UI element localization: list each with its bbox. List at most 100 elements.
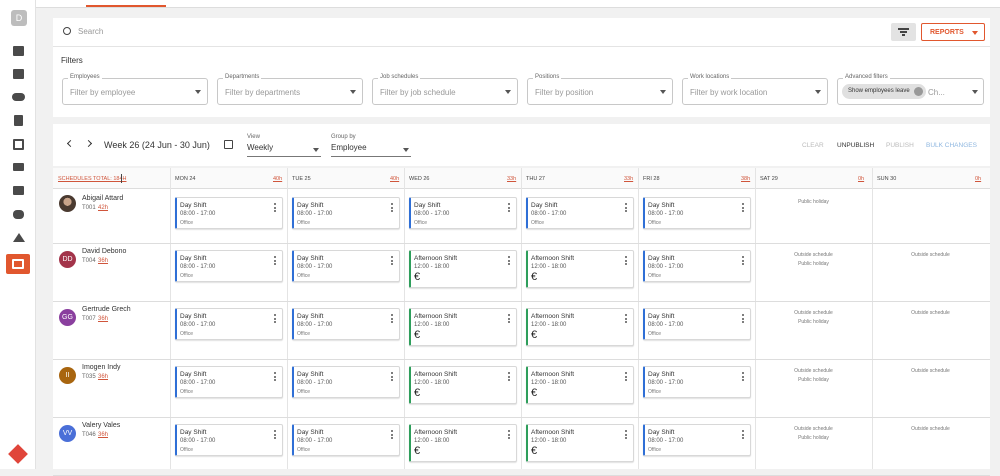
menu-dot (274, 437, 276, 439)
active-tab[interactable] (86, 5, 166, 7)
menu-dot (625, 437, 627, 439)
shift-card[interactable]: Afternoon Shift 12:00 - 18:00 € (526, 424, 634, 462)
sort-icon[interactable] (121, 174, 122, 183)
shift-menu[interactable] (273, 203, 277, 213)
toolbar: Search REPORTS (53, 18, 990, 47)
nav-team[interactable] (13, 210, 24, 219)
filter-select[interactable]: Filter by departments (217, 78, 363, 105)
action-button[interactable]: PUBLISH (886, 142, 914, 149)
employee-name[interactable]: Gertrude Grech (82, 306, 131, 313)
shift-card[interactable]: Afternoon Shift 12:00 - 18:00 € (409, 308, 517, 346)
shift-card[interactable]: Day Shift 08:00 - 17:00 Office (409, 197, 517, 229)
shift-time: 08:00 - 17:00 (297, 211, 333, 217)
shift-card[interactable]: Afternoon Shift 12:00 - 18:00 € (526, 308, 634, 346)
chip-remove[interactable] (913, 87, 923, 96)
shift-card[interactable]: Afternoon Shift 12:00 - 18:00 € (409, 366, 517, 404)
shift-card[interactable]: Day Shift 08:00 - 17:00 Office (292, 366, 400, 398)
group-select[interactable]: Employee (331, 143, 411, 157)
nav-scheduler-active[interactable] (6, 254, 30, 274)
shift-card[interactable]: Day Shift 08:00 - 17:00 Office (643, 197, 751, 229)
nav-dashboard[interactable] (13, 46, 24, 56)
shift-card[interactable]: Day Shift 08:00 - 17:00 Office (643, 424, 751, 456)
nav-storage[interactable] (13, 186, 24, 195)
filter-select[interactable]: Filter by work location (682, 78, 828, 105)
nav-tasks[interactable] (13, 163, 24, 171)
shift-menu[interactable] (624, 256, 628, 266)
action-button[interactable]: CLEAR (802, 142, 824, 149)
shift-menu[interactable] (390, 430, 394, 440)
next-week[interactable] (84, 139, 93, 148)
shift-menu[interactable] (507, 203, 511, 213)
shift-card[interactable]: Day Shift 08:00 - 17:00 Office (643, 366, 751, 398)
filter-select[interactable]: Filter by job schedule (372, 78, 518, 105)
shift-card[interactable]: Day Shift 08:00 - 17:00 Office (292, 197, 400, 229)
shift-card[interactable]: Day Shift 08:00 - 17:00 Office (175, 197, 283, 229)
schedules-total[interactable]: SCHEDULES TOTAL: 184H (58, 176, 127, 182)
action-button[interactable]: BULK CHANGES (926, 142, 977, 149)
shift-card[interactable]: Day Shift 08:00 - 17:00 Office (643, 308, 751, 340)
shift-menu[interactable] (741, 256, 745, 266)
shift-menu[interactable] (273, 256, 277, 266)
shift-card[interactable]: Day Shift 08:00 - 17:00 Office (526, 197, 634, 229)
filter-label: Work locations (688, 74, 732, 80)
employee-name[interactable]: Imogen Indy (82, 364, 121, 371)
filter-select[interactable]: Filter by employee (62, 78, 208, 105)
employee-avatar: GG (59, 309, 76, 326)
shift-menu[interactable] (390, 314, 394, 324)
shift-menu[interactable] (741, 203, 745, 213)
shift-menu[interactable] (390, 203, 394, 213)
filter-select[interactable]: Filter by position (527, 78, 673, 105)
shift-menu[interactable] (624, 314, 628, 324)
menu-dot (391, 206, 393, 209)
leave-chip[interactable]: Show employees leave (842, 84, 926, 99)
shift-card[interactable]: Day Shift 08:00 - 17:00 Office (175, 250, 283, 282)
shift-menu[interactable] (624, 430, 628, 440)
filter-toggle[interactable] (891, 23, 916, 41)
shift-card[interactable]: Afternoon Shift 12:00 - 18:00 € (526, 366, 634, 404)
search-input[interactable]: Search (78, 27, 104, 36)
shift-menu[interactable] (273, 314, 277, 324)
shift-card[interactable]: Day Shift 08:00 - 17:00 Office (643, 250, 751, 282)
reports-button[interactable]: REPORTS (921, 23, 985, 41)
shift-menu[interactable] (507, 314, 511, 324)
filter-select[interactable]: Show employees leave Ch... (837, 78, 984, 105)
shift-card[interactable]: Afternoon Shift 12:00 - 18:00 € (409, 250, 517, 288)
action-button[interactable]: UNPUBLISH (837, 142, 875, 149)
shift-card[interactable]: Day Shift 08:00 - 17:00 Office (292, 308, 400, 340)
date-picker[interactable] (224, 140, 233, 149)
shift-menu[interactable] (741, 430, 745, 440)
shift-menu[interactable] (507, 430, 511, 440)
shift-menu[interactable] (390, 256, 394, 266)
shift-card[interactable]: Day Shift 08:00 - 17:00 Office (175, 424, 283, 456)
menu-dot (508, 259, 510, 262)
shift-card[interactable]: Day Shift 08:00 - 17:00 Office (175, 366, 283, 398)
shift-title: Afternoon Shift (531, 313, 574, 320)
view-select[interactable]: Weekly (247, 143, 321, 157)
shift-card[interactable]: Day Shift 08:00 - 17:00 Office (292, 424, 400, 456)
nav-people[interactable] (12, 93, 25, 101)
account-avatar[interactable]: D (11, 10, 27, 26)
shift-menu[interactable] (273, 372, 277, 382)
shift-card[interactable]: Afternoon Shift 12:00 - 18:00 € (526, 250, 634, 288)
employee-name[interactable]: Valery Vales (82, 422, 121, 429)
shift-card[interactable]: Day Shift 08:00 - 17:00 Office (292, 250, 400, 282)
shift-menu[interactable] (507, 256, 511, 266)
nav-alerts[interactable] (13, 233, 25, 242)
shift-card[interactable]: Afternoon Shift 12:00 - 18:00 € (409, 424, 517, 462)
week-title: Week 26 (24 Jun - 30 Jun) (104, 140, 210, 150)
shift-menu[interactable] (507, 372, 511, 382)
nav-calendar[interactable] (13, 139, 24, 150)
shift-menu[interactable] (624, 372, 628, 382)
employee-name[interactable]: David Debono (82, 248, 127, 255)
shift-location: Office (180, 331, 193, 337)
nav-messages[interactable] (13, 69, 24, 79)
shift-card[interactable]: Day Shift 08:00 - 17:00 Office (175, 308, 283, 340)
shift-menu[interactable] (273, 430, 277, 440)
prev-week[interactable] (66, 139, 75, 148)
shift-menu[interactable] (390, 372, 394, 382)
employee-name[interactable]: Abigail Attard (82, 195, 124, 202)
shift-menu[interactable] (741, 314, 745, 324)
shift-menu[interactable] (741, 372, 745, 382)
shift-menu[interactable] (624, 203, 628, 213)
nav-forms[interactable] (14, 115, 23, 126)
